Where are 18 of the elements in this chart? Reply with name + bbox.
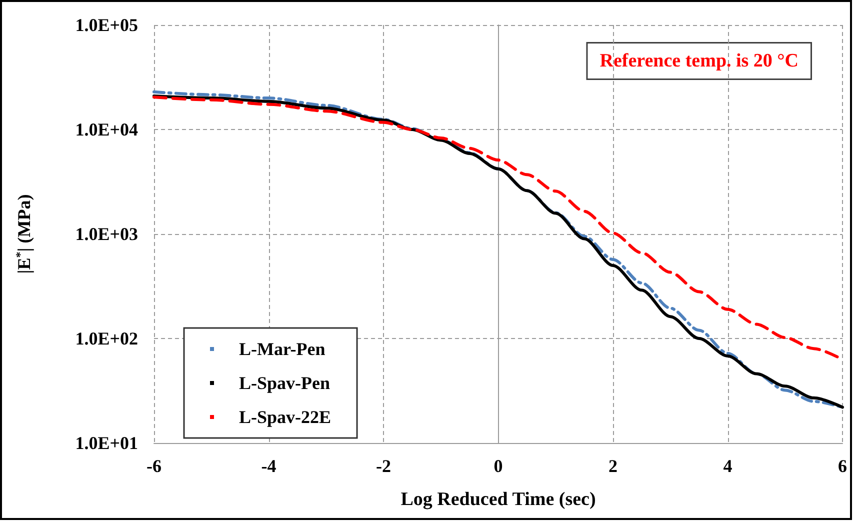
- x-tick-label: 4: [723, 456, 732, 476]
- y-axis-title: |E*| (MPa): [13, 194, 34, 274]
- x-tick-label: -4: [261, 456, 276, 476]
- x-tick-label: -2: [376, 456, 391, 476]
- x-tick-label: 0: [494, 456, 503, 476]
- annotation: Reference temp. is 20 °C: [600, 50, 799, 72]
- x-tick-label: -6: [146, 456, 162, 476]
- legend-label: L-Spav-Pen: [239, 373, 330, 393]
- x-axis-title: Log Reduced Time (sec): [400, 489, 596, 510]
- y-tick-label: 1.0E+04: [75, 120, 138, 140]
- legend-label: L-Spav-22E: [239, 407, 332, 427]
- x-tick-label: 6: [838, 456, 847, 476]
- legend-label: L-Mar-Pen: [239, 339, 326, 359]
- y-tick-label: 1.0E+05: [75, 15, 138, 35]
- y-tick-label: 1.0E+01: [75, 433, 138, 453]
- y-tick-label: 1.0E+02: [75, 328, 138, 348]
- x-tick-label: 2: [608, 456, 618, 476]
- y-tick-label: 1.0E+03: [75, 224, 138, 244]
